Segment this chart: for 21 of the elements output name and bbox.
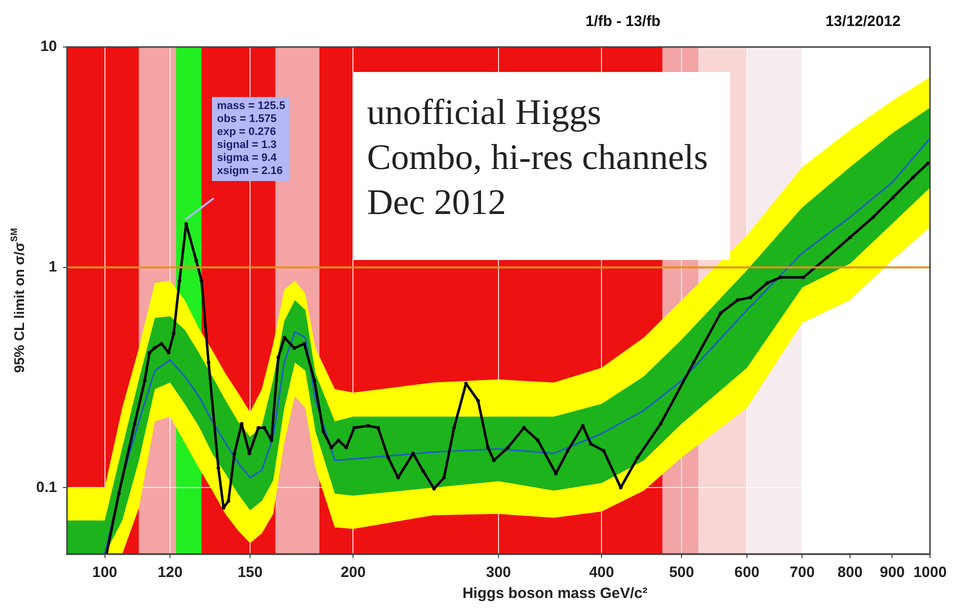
x-tick-label: 1000 [913, 564, 947, 582]
x-tick-label: 500 [669, 564, 694, 582]
x-tick-label: 900 [880, 564, 905, 582]
annotation: unofficial Higgs Combo, hi-res channels Dec 2012 [353, 72, 730, 260]
x-tick-label: 700 [790, 564, 815, 582]
y-axis-title: 95% CL limit on σ/σSM [8, 228, 27, 373]
x-tick-label: 300 [486, 564, 512, 582]
y-tick-label: 0.1 [36, 478, 57, 496]
x-tick-label: 200 [340, 564, 366, 582]
text: 1/fb - 13/fb [585, 13, 661, 30]
x-tick-label: 600 [734, 564, 760, 582]
x-tick-label: 120 [158, 564, 183, 582]
x-tick-label: 400 [589, 564, 614, 582]
x-tick-label: 100 [92, 564, 118, 582]
annotation: mass = 125.5 obs = 1.575 exp = 0.276 signal = 1.3 sigma = 9.4 xsigm = 2.16 [212, 97, 290, 181]
text: 13/12/2012 [825, 13, 901, 30]
y-tick-label: 1 [48, 258, 57, 276]
x-axis-title: Higgs boson mass GeV/c² [462, 585, 648, 602]
x-tick-label: 800 [838, 564, 863, 582]
x-tick-label: 150 [238, 564, 263, 582]
y-tick-label: 10 [40, 38, 57, 56]
